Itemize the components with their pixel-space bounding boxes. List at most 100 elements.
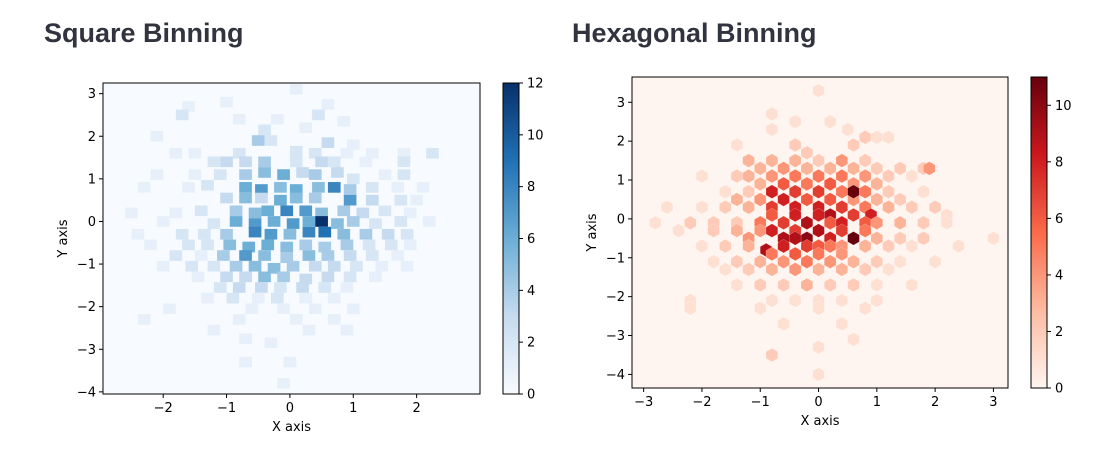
square-bin <box>229 216 243 227</box>
square-bin <box>337 116 351 127</box>
hex-bin <box>730 223 744 238</box>
hex-bin <box>905 277 918 293</box>
square-bin <box>410 194 423 206</box>
x-tick-label: 3 <box>989 395 997 410</box>
hex-bin <box>777 254 790 269</box>
x-tick-label: 0 <box>286 401 294 416</box>
square-bin <box>321 98 335 110</box>
square-bin <box>397 147 411 159</box>
y-tick-label: −4 <box>77 385 96 400</box>
hex-bin <box>812 367 825 382</box>
hex-bin <box>765 347 779 363</box>
square-bin <box>258 124 271 136</box>
y-tick-label: 2 <box>617 135 625 150</box>
square-bin <box>403 207 417 219</box>
hex-bin <box>894 161 907 176</box>
hex-bin <box>835 153 848 168</box>
hex-bin <box>812 207 825 223</box>
y-tick-label: −3 <box>606 329 625 344</box>
square-bin <box>169 250 183 261</box>
hex-bin <box>824 192 837 207</box>
square-bin <box>274 282 287 293</box>
square-bin <box>229 260 243 272</box>
square-bin <box>381 228 395 240</box>
square-bin <box>308 192 322 204</box>
square-bin <box>194 205 208 217</box>
colorbar-tick-label: 8 <box>527 180 535 195</box>
y-tick-label: 3 <box>617 96 625 111</box>
hex-bin <box>719 262 732 277</box>
hex-bin <box>789 137 802 153</box>
x-tick-label: 1 <box>873 395 881 410</box>
square-bin <box>283 228 297 240</box>
hex-bin <box>882 169 895 184</box>
x-tick-label: −2 <box>154 401 173 416</box>
square-bin <box>426 147 439 159</box>
square-bin <box>220 96 233 108</box>
y-tick-label: −2 <box>77 300 96 315</box>
y-tick-label: −1 <box>77 258 96 273</box>
square-bin <box>248 218 262 229</box>
square-bin <box>365 147 379 159</box>
square-bin <box>191 271 205 283</box>
square-bin <box>220 156 233 168</box>
colorbar-tick-label: 2 <box>527 336 535 351</box>
x-axis-label: X axis <box>800 414 839 429</box>
hex-bin <box>754 301 767 316</box>
square-bin <box>397 169 411 180</box>
square-bin <box>343 184 357 195</box>
hex-bin <box>812 301 825 316</box>
colorbar-tick-label: 0 <box>1055 382 1063 397</box>
hex-bin <box>835 246 848 261</box>
hex-bin <box>987 231 1000 246</box>
hex-bin <box>928 254 942 269</box>
hex-bin <box>952 239 965 254</box>
square-bin <box>137 314 151 325</box>
square-bin <box>289 184 303 195</box>
square-bin <box>207 218 221 229</box>
x-tick-label: 2 <box>931 395 939 410</box>
plot-frame <box>102 82 481 395</box>
square-bin <box>416 182 430 193</box>
hex-bin <box>905 169 918 184</box>
hex-bin <box>917 184 930 199</box>
square-bin <box>131 228 145 240</box>
hex-bin <box>672 223 685 238</box>
y-tick-label: 1 <box>617 174 625 189</box>
hex-bin <box>835 200 848 215</box>
chart-title-square: Square Binning <box>44 18 244 48</box>
square-bin <box>340 282 354 293</box>
square-bin <box>299 292 313 304</box>
square-bin <box>299 273 313 285</box>
y-tick-label: −1 <box>606 251 625 266</box>
hex-bin <box>905 200 918 215</box>
square-bin <box>337 205 351 217</box>
hex-bin <box>765 184 779 199</box>
hex-bin <box>742 200 755 215</box>
square-bin <box>239 356 252 368</box>
square-bin <box>232 113 246 125</box>
square-bin <box>340 324 354 336</box>
square-bin <box>365 194 379 206</box>
hex-bin <box>719 184 732 199</box>
square-bin <box>299 239 313 251</box>
plot-frame <box>631 76 1009 389</box>
square-bin <box>289 314 303 325</box>
square-bin <box>280 241 294 253</box>
square-bin <box>286 260 300 272</box>
colorbar-tick-label: 4 <box>527 284 535 299</box>
hex-bin <box>789 293 802 308</box>
square-bin <box>248 226 262 238</box>
square-bin <box>125 207 138 219</box>
square-bin <box>264 135 278 146</box>
square-bin <box>346 216 360 227</box>
hex-bin <box>894 215 907 230</box>
square-bin <box>245 303 259 315</box>
square-bin <box>327 156 341 168</box>
square-bin <box>277 378 290 389</box>
square-bin <box>403 239 417 251</box>
square-bin <box>255 282 268 293</box>
square-bin <box>163 303 176 315</box>
y-tick-label: −3 <box>77 343 96 358</box>
